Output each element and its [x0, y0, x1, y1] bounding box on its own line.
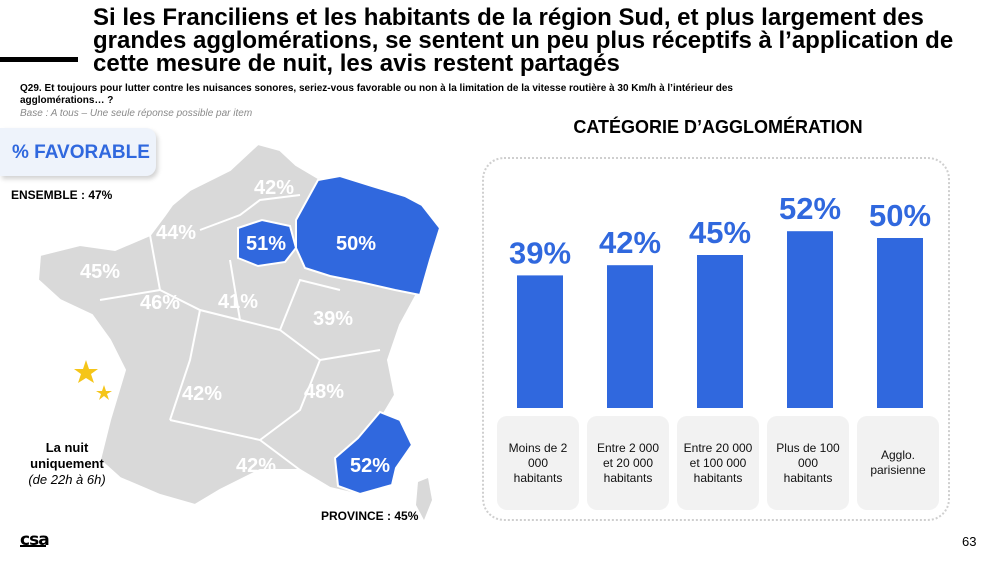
base-note: Base : A tous – Une seule réponse possib… [20, 108, 253, 119]
category-label-3: Plus de 100 000 habitants [767, 416, 849, 510]
favorable-label: % FAVORABLE [12, 142, 150, 163]
label-sud-ouest: 42% [182, 383, 222, 405]
page-title: Si les Franciliens et les habitants de l… [93, 4, 954, 77]
label-sud: 42% [236, 455, 276, 477]
label-centre: 41% [218, 291, 258, 313]
logo-underline [20, 545, 46, 547]
chart-title: CATÉGORIE D’AGGLOMÉRATION [573, 117, 863, 137]
night-line2: (de 22h à 6h) [28, 472, 106, 487]
bar-value-label-1: 42% [599, 225, 661, 260]
bar-value-label-4: 50% [869, 198, 931, 233]
province-total: PROVINCE : 45% [321, 509, 419, 523]
bar-value-label-2: 45% [689, 215, 751, 250]
bar-value-label-3: 52% [779, 191, 841, 226]
label-est: 50% [336, 233, 376, 255]
label-centre-est: 39% [313, 308, 353, 330]
label-ile-de-france: 51% [246, 233, 286, 255]
question-text: Q29. Et toujours pour lutter contre les … [20, 83, 733, 106]
region-sud [333, 410, 414, 496]
night-caption: La nuit uniquement (de 22h à 6h) [10, 440, 124, 488]
label-nord: 42% [254, 177, 294, 199]
category-label-0: Moins de 2 000 habitants [497, 416, 579, 510]
bar-0 [517, 275, 563, 408]
label-sud-est: 48% [304, 381, 344, 403]
ensemble-total: ENSEMBLE : 47% [11, 188, 113, 202]
category-label-2: Entre 20 000 et 100 000 habitants [677, 416, 759, 510]
bar-4 [877, 238, 923, 408]
favorable-badge: % FAVORABLE [0, 128, 156, 176]
label-nord-ouest: 44% [156, 222, 196, 244]
label-region-sud: 52% [350, 455, 390, 477]
chart-panel [482, 157, 950, 521]
page-number: 63 [962, 534, 977, 549]
corsica [416, 478, 432, 520]
bar-1 [607, 265, 653, 408]
label-ouest: 45% [80, 261, 120, 283]
night-line1: La nuit uniquement [30, 440, 104, 471]
category-label-1: Entre 2 000 et 20 000 habitants [587, 416, 669, 510]
region-ile-de-france [237, 218, 298, 268]
csa-logo: csa [20, 530, 50, 550]
moon-stars-icon [49, 360, 112, 417]
title-accent-bar [0, 57, 78, 62]
label-centre-ouest: 46% [140, 292, 180, 314]
region-est [295, 174, 442, 297]
bar-value-label-0: 39% [509, 235, 571, 270]
bar-3 [787, 231, 833, 408]
category-label-4: Agglo. parisienne [857, 416, 939, 510]
bar-2 [697, 255, 743, 408]
